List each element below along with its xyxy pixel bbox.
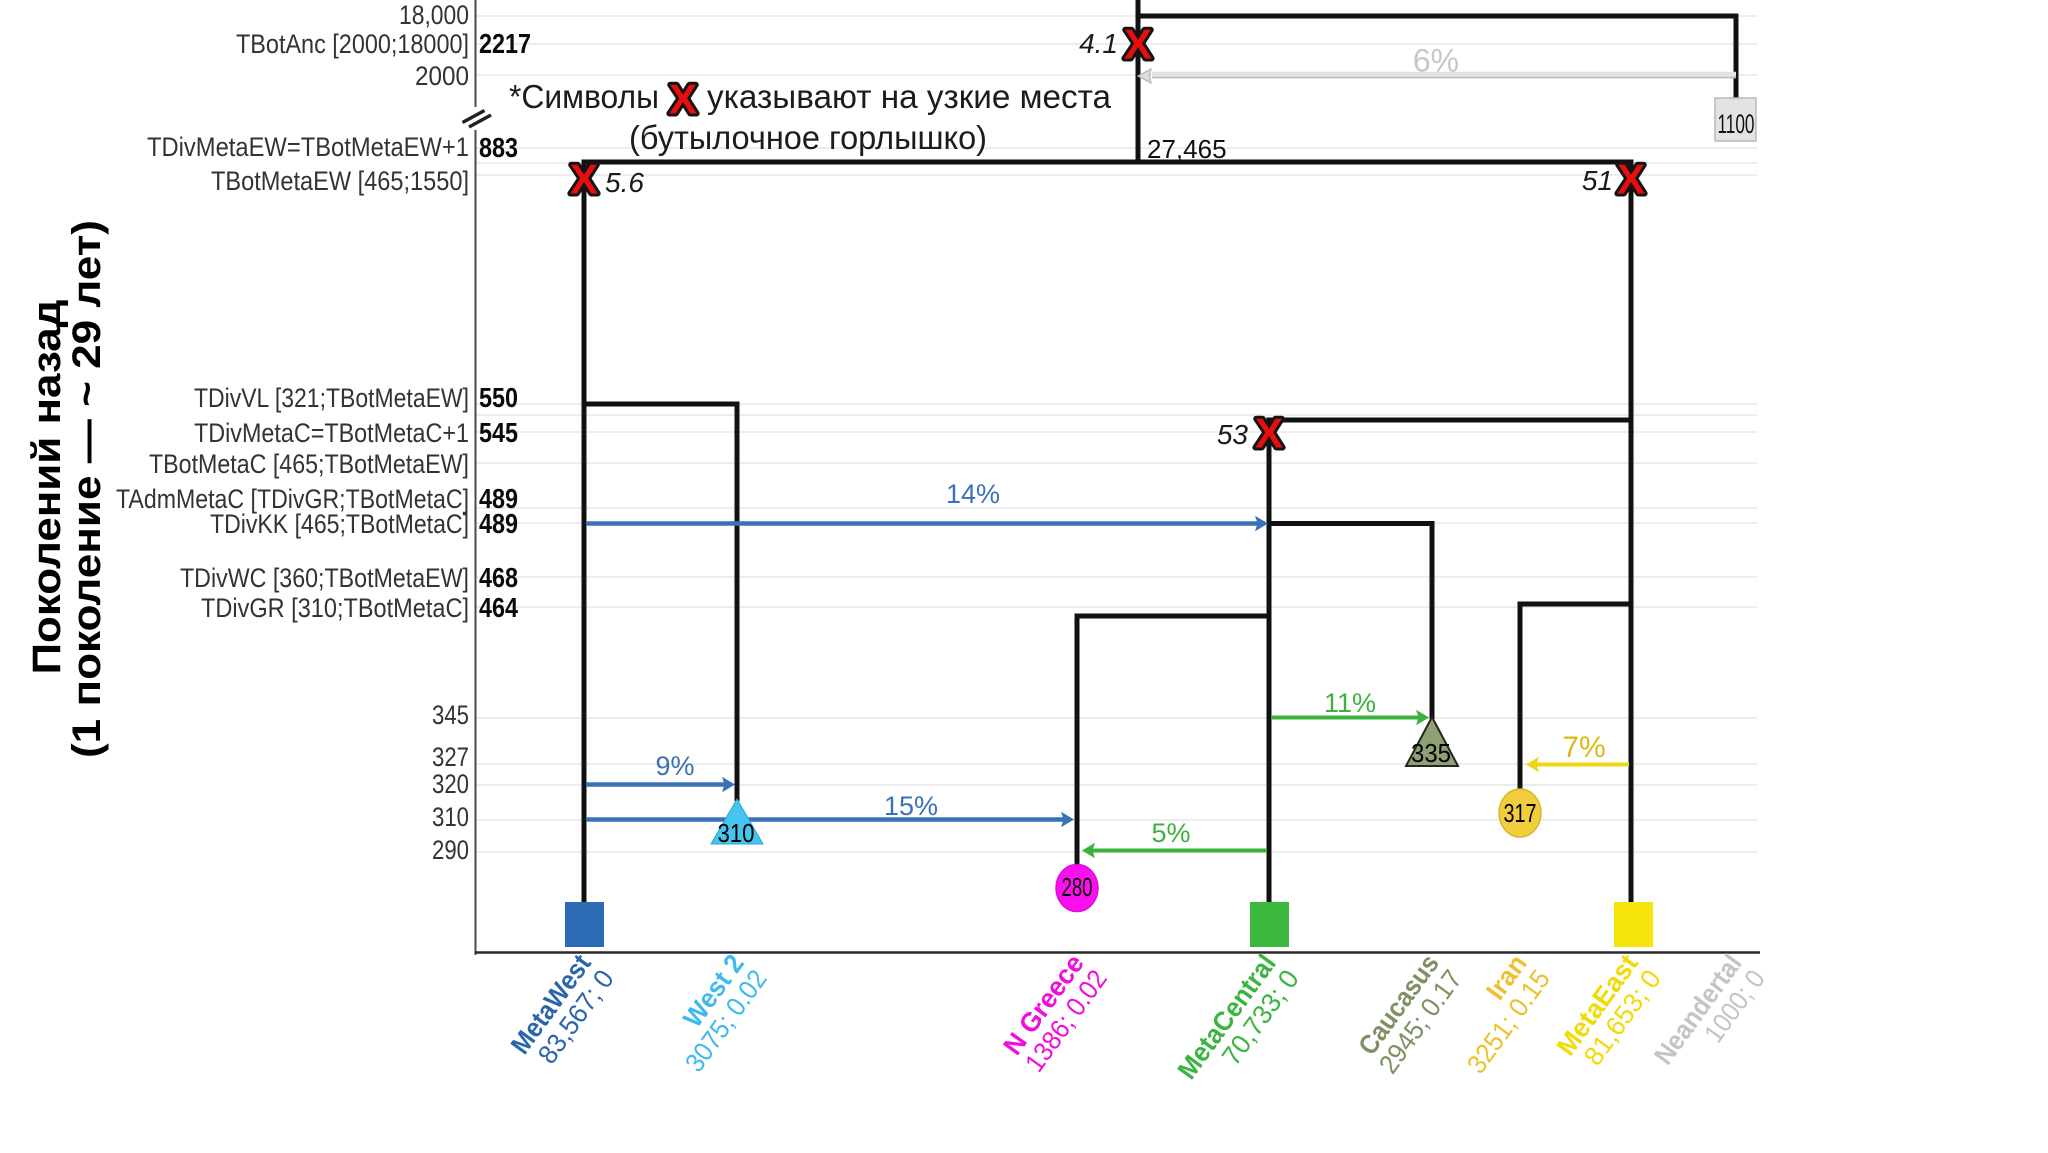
svg-text:(бутылочное горлышко): (бутылочное горлышко) [629,119,987,156]
svg-text:TBotAnc [2000;18000]: TBotAnc [2000;18000] [236,29,469,59]
svg-text:9%: 9% [655,751,694,781]
svg-text:11%: 11% [1324,688,1376,718]
svg-text:15%: 15% [884,791,938,821]
svg-text:290: 290 [432,835,469,865]
svg-text:317: 317 [1504,798,1537,828]
svg-text:489: 489 [479,483,518,514]
svg-text:53: 53 [1217,419,1249,450]
svg-text:указывают на узкие места: указывают на узкие места [707,78,1112,115]
svg-text:2000: 2000 [415,61,469,91]
svg-text:TDivGR [310;TBotMetaC]: TDivGR [310;TBotMetaC] [201,593,469,623]
svg-text:464: 464 [479,592,518,623]
svg-text:TDivKK [465;TBotMetaC]: TDivKK [465;TBotMetaC] [210,509,469,539]
svg-text:X: X [669,76,697,123]
svg-text:5%: 5% [1151,818,1190,848]
svg-text:TAdmMetaC [TDivGR;TBotMetaC]: TAdmMetaC [TDivGR;TBotMetaC] [116,484,469,514]
svg-text:310: 310 [718,818,755,848]
svg-text:*Символы: *Символы [509,78,659,115]
svg-text:Поколений назад: Поколений назад [25,300,69,675]
svg-text:TBotMetaEW [465;1550]: TBotMetaEW [465;1550] [211,166,469,196]
svg-text:310: 310 [432,802,469,832]
svg-text:TDivVL [321;TBotMetaEW]: TDivVL [321;TBotMetaEW] [194,383,469,413]
svg-text:TDivMetaC=TBotMetaC+1: TDivMetaC=TBotMetaC+1 [194,418,469,448]
svg-text:51: 51 [1582,165,1613,196]
svg-text:X: X [570,156,598,203]
svg-text:27,465: 27,465 [1147,134,1227,164]
svg-text:6%: 6% [1413,43,1459,79]
svg-text:468: 468 [479,562,518,593]
svg-text:14%: 14% [946,479,1000,509]
svg-text:(1 поколение — ~ 29 лет): (1 поколение — ~ 29 лет) [65,220,109,758]
svg-text:545: 545 [479,417,518,448]
svg-text:489: 489 [479,508,518,539]
svg-text:320: 320 [432,769,469,799]
svg-text:327: 327 [432,742,469,772]
svg-text:335: 335 [1411,738,1451,768]
svg-text:TDivWC [360;TBotMetaEW]: TDivWC [360;TBotMetaEW] [180,563,469,593]
svg-text:X: X [1617,156,1645,203]
svg-text:7%: 7% [1562,731,1605,764]
svg-text:5.6: 5.6 [605,167,644,198]
svg-text:2217: 2217 [479,28,531,59]
svg-text:X: X [1255,410,1283,457]
svg-text:TBotMetaC [465;TBotMetaEW]: TBotMetaC [465;TBotMetaEW] [149,449,469,479]
svg-text:TDivMetaEW=TBotMetaEW+1: TDivMetaEW=TBotMetaEW+1 [147,132,469,162]
svg-text:4.1: 4.1 [1079,28,1118,59]
svg-text:345: 345 [432,700,469,730]
svg-text:883: 883 [479,132,518,163]
svg-text:X: X [1124,21,1152,68]
svg-text:18,000: 18,000 [399,0,469,30]
svg-text:280: 280 [1062,872,1093,902]
svg-text:1100: 1100 [1718,109,1755,139]
svg-text:550: 550 [479,382,518,413]
